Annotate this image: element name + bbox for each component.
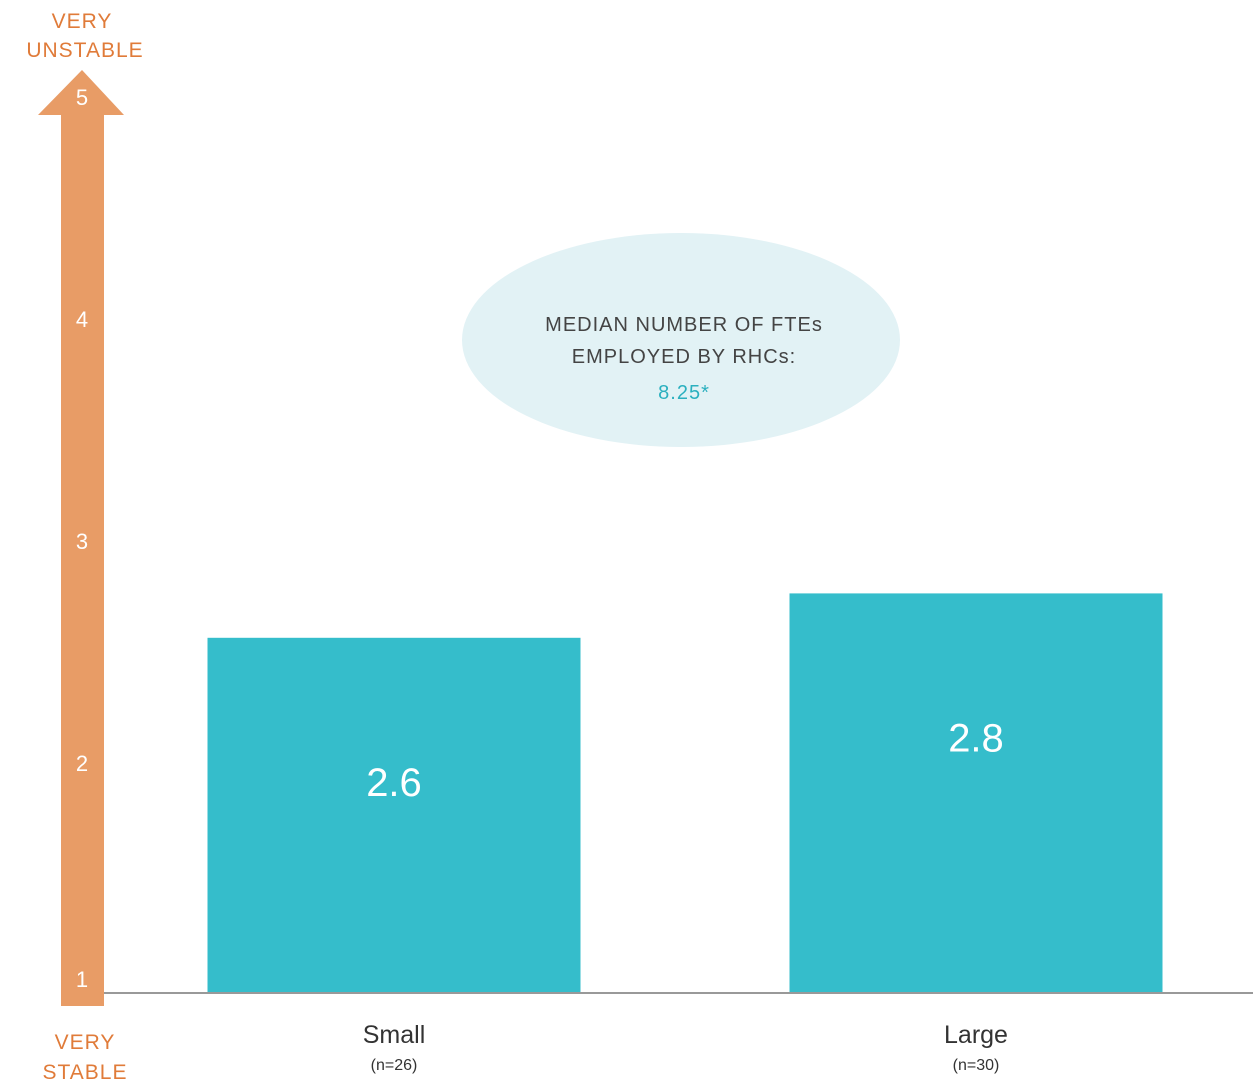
arrow-head-icon — [38, 70, 124, 115]
y-tick-label: 2 — [76, 751, 88, 776]
annotation-bubble — [462, 233, 900, 447]
y-axis-arrow — [38, 70, 124, 1006]
category-note: (n=30) — [953, 1057, 1000, 1074]
bar-value-label: 2.6 — [366, 761, 422, 805]
bar-value-label: 2.8 — [948, 716, 1004, 760]
y-tick-labels: 1 2 3 4 5 — [76, 85, 88, 992]
category-note: (n=26) — [371, 1057, 418, 1074]
annotation-value: 8.25* — [658, 382, 710, 404]
axis-bottom-label-line1: VERY — [55, 1031, 116, 1054]
category-label: Small — [363, 1021, 426, 1049]
axis-top-label-line1: VERY — [52, 10, 113, 33]
annotation-line-1: MEDIAN NUMBER OF FTEs — [545, 314, 823, 336]
axis-bottom-label-line2: STABLE — [43, 1061, 128, 1083]
category-label: Large — [944, 1021, 1008, 1049]
bar-small — [207, 637, 581, 993]
y-tick-label: 1 — [76, 967, 88, 992]
y-tick-label: 3 — [76, 529, 88, 554]
bars: 2.6 Small (n=26) 2.8 Large (n=30) — [207, 593, 1163, 1074]
annotation-line-2: EMPLOYED BY RHCs: — [572, 346, 796, 368]
axis-top-label-line2: UNSTABLE — [26, 39, 143, 62]
median-fte-annotation: MEDIAN NUMBER OF FTEs EMPLOYED BY RHCs: … — [462, 233, 900, 447]
bar-large — [789, 593, 1163, 993]
arrow-shaft — [61, 113, 104, 1006]
y-tick-label: 5 — [76, 85, 88, 110]
y-tick-label: 4 — [76, 307, 88, 332]
